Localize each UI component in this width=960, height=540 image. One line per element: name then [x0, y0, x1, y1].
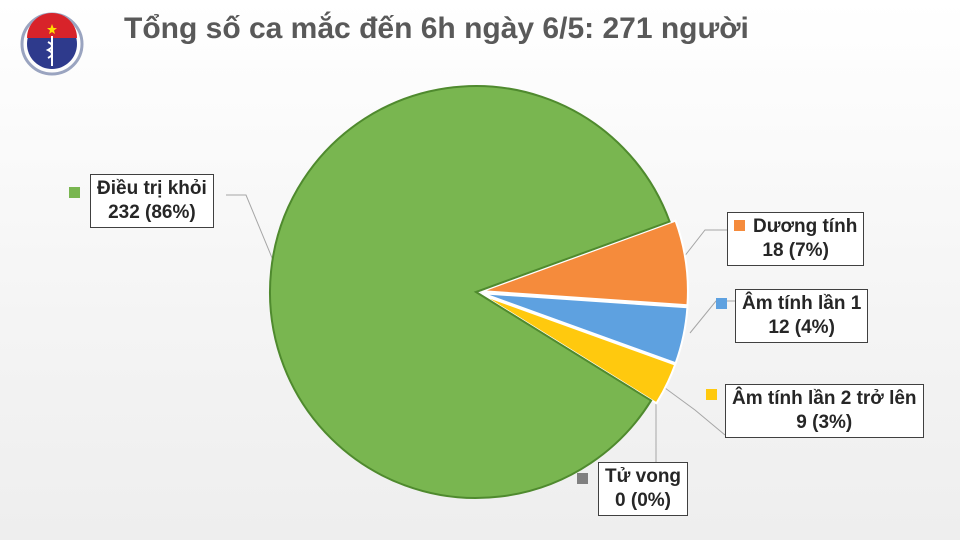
legend-swatch	[69, 187, 80, 198]
label-duong-tinh: Dương tính 18 (7%)	[727, 212, 865, 266]
pie-slice-1	[481, 292, 689, 365]
leader-line-dieu-tri-khoi	[226, 194, 276, 266]
ministry-of-health-logo	[20, 12, 84, 76]
leader-line-am-tinh-1	[689, 300, 735, 334]
label-am-tinh-2: Âm tính lần 2 trở lên 9 (3%)	[706, 384, 924, 438]
pie-slice-0	[481, 219, 689, 307]
pie-slice-2	[480, 293, 677, 405]
legend-swatch	[577, 473, 588, 484]
legend-swatch	[706, 389, 717, 400]
chart-title: Tổng số ca mắc đến 6h ngày 6/5: 271 ngườ…	[124, 12, 749, 45]
pie-slice-4	[269, 85, 671, 499]
leader-line-am-tinh-2	[664, 387, 726, 436]
legend-swatch	[716, 298, 727, 309]
label-dieu-tri-khoi: Điều trị khỏi 232 (86%)	[69, 174, 214, 228]
label-tu-vong: Tử vong 0 (0%)	[577, 462, 689, 516]
legend-swatch	[734, 220, 745, 231]
label-am-tinh-1: Âm tính lần 1 12 (4%)	[716, 289, 869, 343]
leader-line-duong-tinh	[679, 229, 727, 263]
